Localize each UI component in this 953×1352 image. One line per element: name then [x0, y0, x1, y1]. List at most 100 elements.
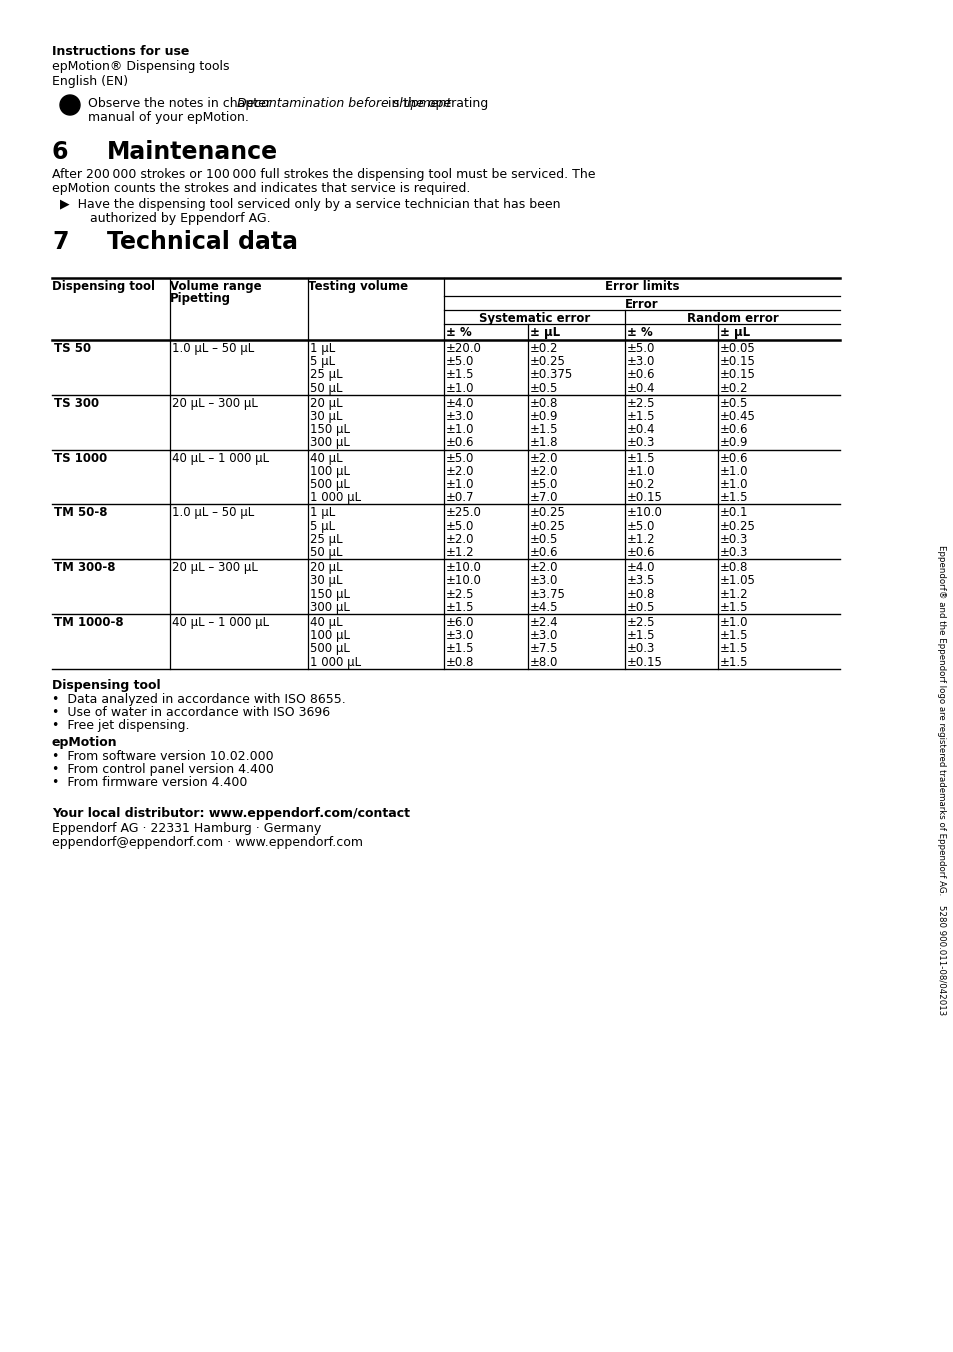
- Text: ±25.0: ±25.0: [446, 507, 481, 519]
- Text: ±0.25: ±0.25: [530, 507, 565, 519]
- Text: ±0.6: ±0.6: [530, 546, 558, 558]
- Text: Dispensing tool: Dispensing tool: [52, 280, 154, 293]
- Text: 500 μL: 500 μL: [310, 642, 350, 656]
- Text: ±0.25: ±0.25: [530, 519, 565, 533]
- Text: 6: 6: [52, 141, 69, 164]
- Text: ±1.0: ±1.0: [446, 381, 474, 395]
- Text: 300 μL: 300 μL: [310, 437, 350, 449]
- Text: •  Free jet dispensing.: • Free jet dispensing.: [52, 719, 190, 731]
- Text: Pipetting: Pipetting: [170, 292, 231, 306]
- Text: TM 300-8: TM 300-8: [54, 561, 115, 575]
- Text: Decontamination before shipment: Decontamination before shipment: [237, 97, 451, 110]
- Text: •  From control panel version 4.400: • From control panel version 4.400: [52, 763, 274, 776]
- Text: ±5.0: ±5.0: [446, 519, 474, 533]
- Text: ±0.9: ±0.9: [530, 410, 558, 423]
- Text: ±0.25: ±0.25: [720, 519, 755, 533]
- Text: ±5.0: ±5.0: [626, 342, 655, 356]
- Text: 40 μL – 1 000 μL: 40 μL – 1 000 μL: [172, 452, 269, 465]
- Text: 5 μL: 5 μL: [310, 356, 335, 368]
- Text: TS 50: TS 50: [54, 342, 91, 356]
- Text: 20 μL – 300 μL: 20 μL – 300 μL: [172, 561, 257, 575]
- Text: English (EN): English (EN): [52, 74, 128, 88]
- Text: ± %: ± %: [446, 326, 471, 339]
- Text: ±10.0: ±10.0: [446, 561, 481, 575]
- Text: 7: 7: [52, 230, 69, 254]
- Text: ±5.0: ±5.0: [530, 479, 558, 491]
- Text: ±3.0: ±3.0: [530, 629, 558, 642]
- Text: 50 μL: 50 μL: [310, 546, 342, 558]
- Text: ±1.2: ±1.2: [446, 546, 475, 558]
- Text: Systematic error: Systematic error: [478, 312, 590, 324]
- Text: ±0.1: ±0.1: [720, 507, 748, 519]
- Text: ±0.2: ±0.2: [720, 381, 748, 395]
- Text: TS 1000: TS 1000: [54, 452, 107, 465]
- Text: ±0.5: ±0.5: [530, 381, 558, 395]
- Text: ±0.6: ±0.6: [446, 437, 474, 449]
- Text: ±0.3: ±0.3: [626, 642, 655, 656]
- Text: ±1.5: ±1.5: [626, 452, 655, 465]
- Text: ±1.5: ±1.5: [626, 629, 655, 642]
- Text: Eppendorf® and the Eppendorf logo are registered trademarks of Eppendorf AG.: Eppendorf® and the Eppendorf logo are re…: [937, 545, 945, 895]
- Text: ±0.45: ±0.45: [720, 410, 755, 423]
- Text: ±3.0: ±3.0: [626, 356, 655, 368]
- Text: ±6.0: ±6.0: [446, 617, 474, 629]
- Text: 1.0 μL – 50 μL: 1.0 μL – 50 μL: [172, 342, 254, 356]
- Text: 1 μL: 1 μL: [310, 342, 335, 356]
- Text: ±1.2: ±1.2: [626, 533, 655, 546]
- Text: ±0.2: ±0.2: [530, 342, 558, 356]
- Text: Testing volume: Testing volume: [308, 280, 408, 293]
- Text: 20 μL: 20 μL: [310, 396, 342, 410]
- Text: 500 μL: 500 μL: [310, 479, 350, 491]
- Text: ±2.4: ±2.4: [530, 617, 558, 629]
- Text: ±7.5: ±7.5: [530, 642, 558, 656]
- Text: 20 μL – 300 μL: 20 μL – 300 μL: [172, 396, 257, 410]
- Text: ±2.5: ±2.5: [626, 396, 655, 410]
- Text: ±0.15: ±0.15: [720, 356, 755, 368]
- Text: ±0.3: ±0.3: [720, 533, 747, 546]
- Text: Observe the notes in chapter: Observe the notes in chapter: [88, 97, 274, 110]
- Text: Instructions for use: Instructions for use: [52, 45, 190, 58]
- Text: ±0.3: ±0.3: [720, 546, 747, 558]
- Text: ±7.0: ±7.0: [530, 491, 558, 504]
- Text: Technical data: Technical data: [107, 230, 297, 254]
- Text: Error limits: Error limits: [604, 280, 679, 293]
- Text: ±1.5: ±1.5: [720, 491, 748, 504]
- Text: 1 000 μL: 1 000 μL: [310, 491, 361, 504]
- Text: epMotion: epMotion: [52, 735, 117, 749]
- Text: ±0.8: ±0.8: [530, 396, 558, 410]
- Text: ±1.5: ±1.5: [720, 656, 748, 669]
- Text: authorized by Eppendorf AG.: authorized by Eppendorf AG.: [74, 212, 271, 224]
- Text: ±2.0: ±2.0: [530, 561, 558, 575]
- Text: ±2.5: ±2.5: [446, 588, 474, 600]
- Text: ±1.5: ±1.5: [720, 642, 748, 656]
- Text: ±0.7: ±0.7: [446, 491, 474, 504]
- Text: ±8.0: ±8.0: [530, 656, 558, 669]
- Text: TS 300: TS 300: [54, 396, 99, 410]
- Text: Dispensing tool: Dispensing tool: [52, 679, 160, 692]
- Text: i: i: [68, 99, 72, 111]
- Text: ±1.0: ±1.0: [626, 465, 655, 477]
- Text: ±1.0: ±1.0: [446, 423, 474, 437]
- Text: ±0.6: ±0.6: [626, 546, 655, 558]
- Text: ±1.2: ±1.2: [720, 588, 748, 600]
- Text: 50 μL: 50 μL: [310, 381, 342, 395]
- Text: 100 μL: 100 μL: [310, 629, 350, 642]
- Text: ±0.375: ±0.375: [530, 368, 573, 381]
- Text: ±0.6: ±0.6: [720, 452, 748, 465]
- Text: 40 μL: 40 μL: [310, 617, 342, 629]
- Text: ±0.5: ±0.5: [530, 533, 558, 546]
- Text: ±0.15: ±0.15: [626, 491, 662, 504]
- Text: ±1.5: ±1.5: [530, 423, 558, 437]
- Text: ±1.0: ±1.0: [720, 617, 748, 629]
- Text: ±0.25: ±0.25: [530, 356, 565, 368]
- Text: ± %: ± %: [626, 326, 652, 339]
- Text: 100 μL: 100 μL: [310, 465, 350, 477]
- Text: ±1.0: ±1.0: [720, 479, 748, 491]
- Text: ±1.5: ±1.5: [446, 600, 474, 614]
- Text: 25 μL: 25 μL: [310, 533, 342, 546]
- Text: ±20.0: ±20.0: [446, 342, 481, 356]
- Text: TM 1000-8: TM 1000-8: [54, 617, 124, 629]
- Text: Volume range: Volume range: [170, 280, 261, 293]
- Text: ±1.5: ±1.5: [446, 368, 474, 381]
- Text: in the operating: in the operating: [384, 97, 488, 110]
